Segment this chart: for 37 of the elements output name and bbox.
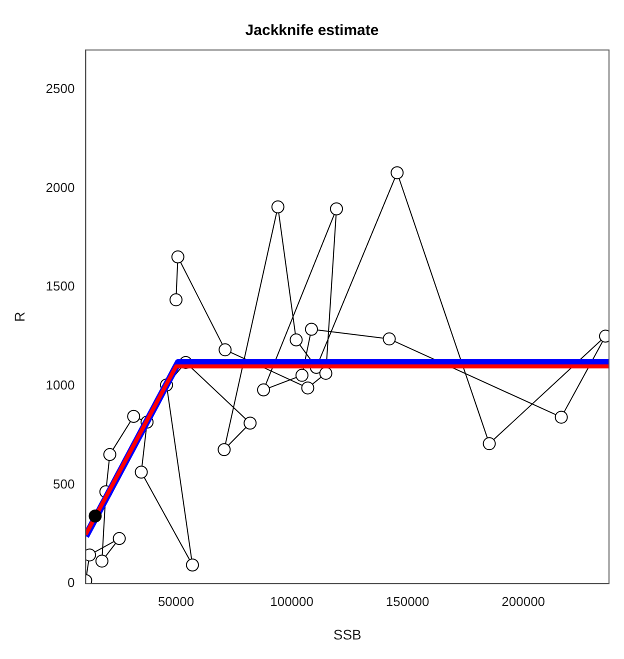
point — [127, 410, 140, 423]
point — [304, 322, 318, 336]
point — [218, 443, 231, 456]
point — [301, 381, 314, 394]
point — [271, 200, 284, 214]
y-tick-label: 2500 — [46, 81, 75, 96]
x-tick-label: 100000 — [270, 594, 314, 609]
point — [482, 437, 496, 450]
x-tick-label: 200000 — [502, 594, 546, 609]
point — [171, 250, 184, 264]
point — [88, 510, 102, 523]
point — [554, 410, 568, 424]
point — [95, 554, 108, 568]
point — [112, 532, 126, 546]
x-axis-title: SSB — [333, 626, 362, 642]
point — [319, 366, 332, 380]
point — [295, 368, 308, 382]
y-tick-label: 2000 — [46, 180, 75, 195]
point — [170, 293, 183, 306]
chart-title: Jackknife estimate — [245, 22, 379, 40]
y-tick-label: 1000 — [46, 378, 75, 393]
point — [257, 383, 270, 396]
point — [218, 343, 232, 356]
point — [186, 558, 199, 572]
x-tick-label: 50000 — [158, 594, 194, 609]
point — [244, 416, 257, 430]
y-tick-label: 1500 — [46, 278, 75, 294]
point — [290, 333, 303, 346]
point — [330, 202, 343, 216]
x-tick-label: 150000 — [386, 594, 430, 609]
point — [390, 166, 404, 180]
y-tick-label: 500 — [53, 476, 75, 492]
point — [134, 466, 148, 479]
y-tick-label: 0 — [67, 575, 75, 590]
y-axis-title: R — [11, 312, 28, 322]
point — [382, 332, 396, 346]
point — [103, 448, 116, 462]
